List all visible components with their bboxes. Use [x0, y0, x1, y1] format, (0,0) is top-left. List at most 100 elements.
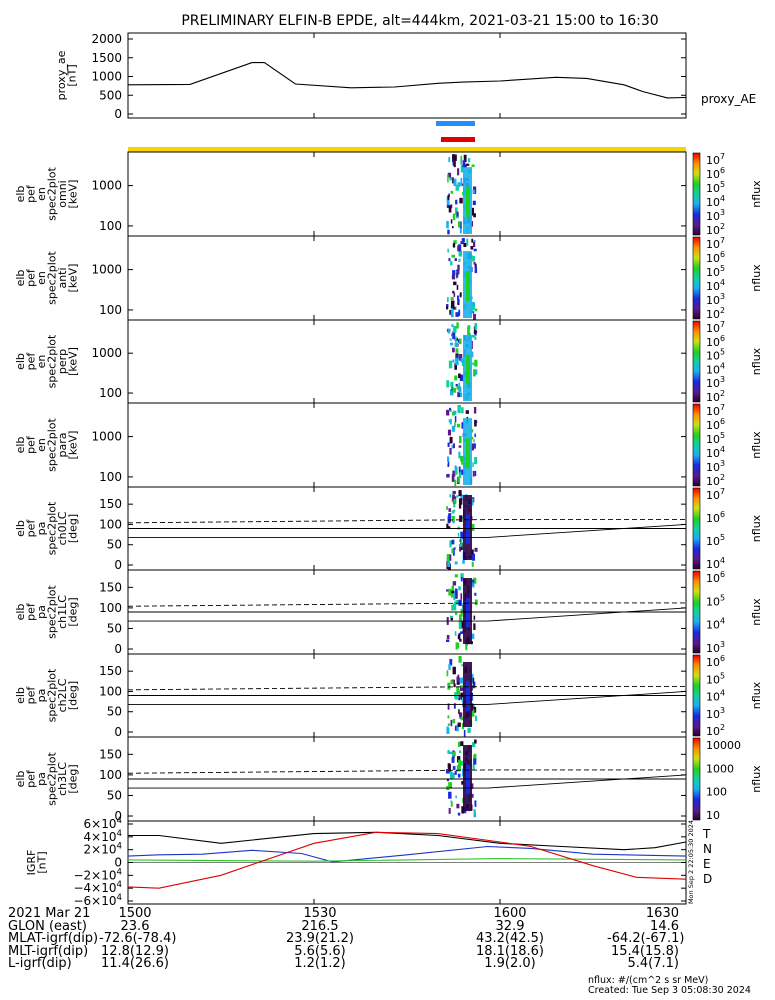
- ylabel-line: [keV]: [66, 180, 79, 209]
- spec-pixel: [448, 808, 451, 814]
- spec-pixel: [455, 184, 459, 191]
- spec-pixel: [455, 269, 459, 273]
- spec-pixel: [451, 604, 454, 611]
- ylabel-line: ch1LC: [56, 595, 69, 629]
- spec-pixel: [474, 266, 478, 274]
- spec-pixel: [460, 677, 464, 684]
- colorbar-tick: 1000: [706, 762, 734, 775]
- ylabel-line: pef: [24, 769, 37, 788]
- spec-pixel: [447, 456, 450, 462]
- spec-pixel: [474, 308, 478, 312]
- igrf-legend-E: E: [703, 857, 711, 871]
- spec-pixel: [454, 466, 458, 475]
- spec-pixel: [452, 666, 456, 675]
- spec-pixel: [454, 693, 458, 700]
- spec-pixel: [474, 739, 477, 744]
- ytick-label: 50: [107, 788, 122, 802]
- spec-pixel: [456, 686, 460, 695]
- ytick-label: 100: [99, 219, 122, 233]
- spec-pixel: [473, 706, 477, 713]
- ytick-label: 1000: [91, 430, 122, 444]
- spec-pixel: [454, 375, 458, 381]
- spec-pixel: [459, 687, 464, 691]
- spec-pixel: [450, 300, 455, 309]
- ytick-label: 0: [114, 642, 122, 656]
- spec-pixel: [453, 281, 457, 286]
- spec-pixel: [451, 274, 456, 280]
- spec-pixel: [457, 674, 460, 683]
- spec-pixel: [455, 358, 459, 366]
- spec-pixel: [471, 633, 475, 640]
- spec-pixel: [473, 623, 476, 630]
- spec-pixel: [458, 690, 461, 698]
- spec-pixel: [460, 760, 464, 766]
- spec-pixel: [447, 723, 450, 726]
- spec-pixel: [458, 373, 461, 379]
- spec-pixel: [471, 301, 475, 306]
- spec-pixel: [463, 729, 466, 738]
- colorbar-label: nflux: [750, 264, 763, 292]
- ytick-label: 150: [99, 497, 122, 511]
- spec-pixel: [446, 778, 449, 782]
- ylabel-line: spec2plot: [45, 334, 58, 388]
- spec-pixel: [460, 685, 464, 689]
- spec-pixel: [457, 264, 460, 271]
- colorbar-tick: 10000: [706, 739, 741, 752]
- spec-pixel: [458, 445, 462, 448]
- spec-pixel: [460, 573, 464, 579]
- spec-pixel: [448, 407, 452, 411]
- footer-value: 1500: [118, 906, 152, 921]
- ytick-label: 100: [99, 684, 122, 698]
- spec-pixel: [472, 255, 475, 262]
- anti-loss-cone-line: [127, 519, 686, 524]
- spec-pixel: [454, 479, 457, 487]
- ytick-label: 100: [99, 517, 122, 531]
- spec-pixel: [470, 444, 475, 451]
- footer-row-label: 2021 Mar 21: [8, 906, 91, 921]
- ylabel-line: [deg]: [66, 514, 79, 543]
- spec-pixel: [461, 407, 464, 414]
- ylabel-line: pa: [35, 772, 48, 786]
- spec-pixel: [459, 515, 463, 522]
- colorbar-label: nflux: [750, 347, 763, 375]
- spec-pixel: [453, 592, 456, 601]
- ytick-label: 150: [99, 747, 122, 761]
- spec-pixel: [449, 177, 453, 181]
- spec-pixel: [474, 715, 477, 722]
- spec-pixel: [448, 554, 452, 561]
- spec-pixel: [448, 513, 452, 518]
- colorbar-tick: 107: [706, 152, 725, 167]
- spec-pixel: [447, 763, 451, 772]
- colorbar-label: nflux: [750, 180, 763, 208]
- ylabel-line: para: [56, 433, 69, 458]
- panel-frame: [127, 151, 687, 237]
- spec-pixel: [447, 526, 451, 529]
- spec-pixel: [465, 163, 470, 166]
- spec-pixel: [451, 585, 455, 594]
- spec-pixel: [474, 592, 477, 596]
- spec-pixel: [474, 457, 478, 465]
- colorbar-label: nflux: [750, 765, 763, 793]
- colorbar: [692, 152, 701, 236]
- proxy-ae-line: [127, 62, 687, 99]
- colorbar: [692, 570, 701, 654]
- spec-pixel: [451, 548, 454, 554]
- spec-pixel: [471, 709, 475, 717]
- colorbar-tick: 103: [706, 706, 725, 721]
- ylabel-line: elb: [14, 687, 27, 704]
- spec-pixel: [446, 726, 449, 734]
- spec-pixel: [471, 793, 474, 798]
- ylabel-line: pa: [35, 522, 48, 536]
- spec-core-inner: [466, 681, 470, 711]
- spec-pixel: [448, 419, 451, 423]
- spec-pixel: [452, 243, 456, 248]
- spec-pixel: [455, 207, 458, 215]
- ylabel-line: en: [35, 438, 48, 452]
- spec-pixel: [449, 540, 452, 548]
- spec-pixel: [457, 773, 461, 778]
- spec-pixel: [454, 631, 457, 636]
- ylabel-line: [keV]: [66, 347, 79, 376]
- colorbar-tick: 104: [706, 361, 725, 376]
- ylabel-line: [nT]: [65, 64, 78, 86]
- spec-pixel: [452, 387, 454, 392]
